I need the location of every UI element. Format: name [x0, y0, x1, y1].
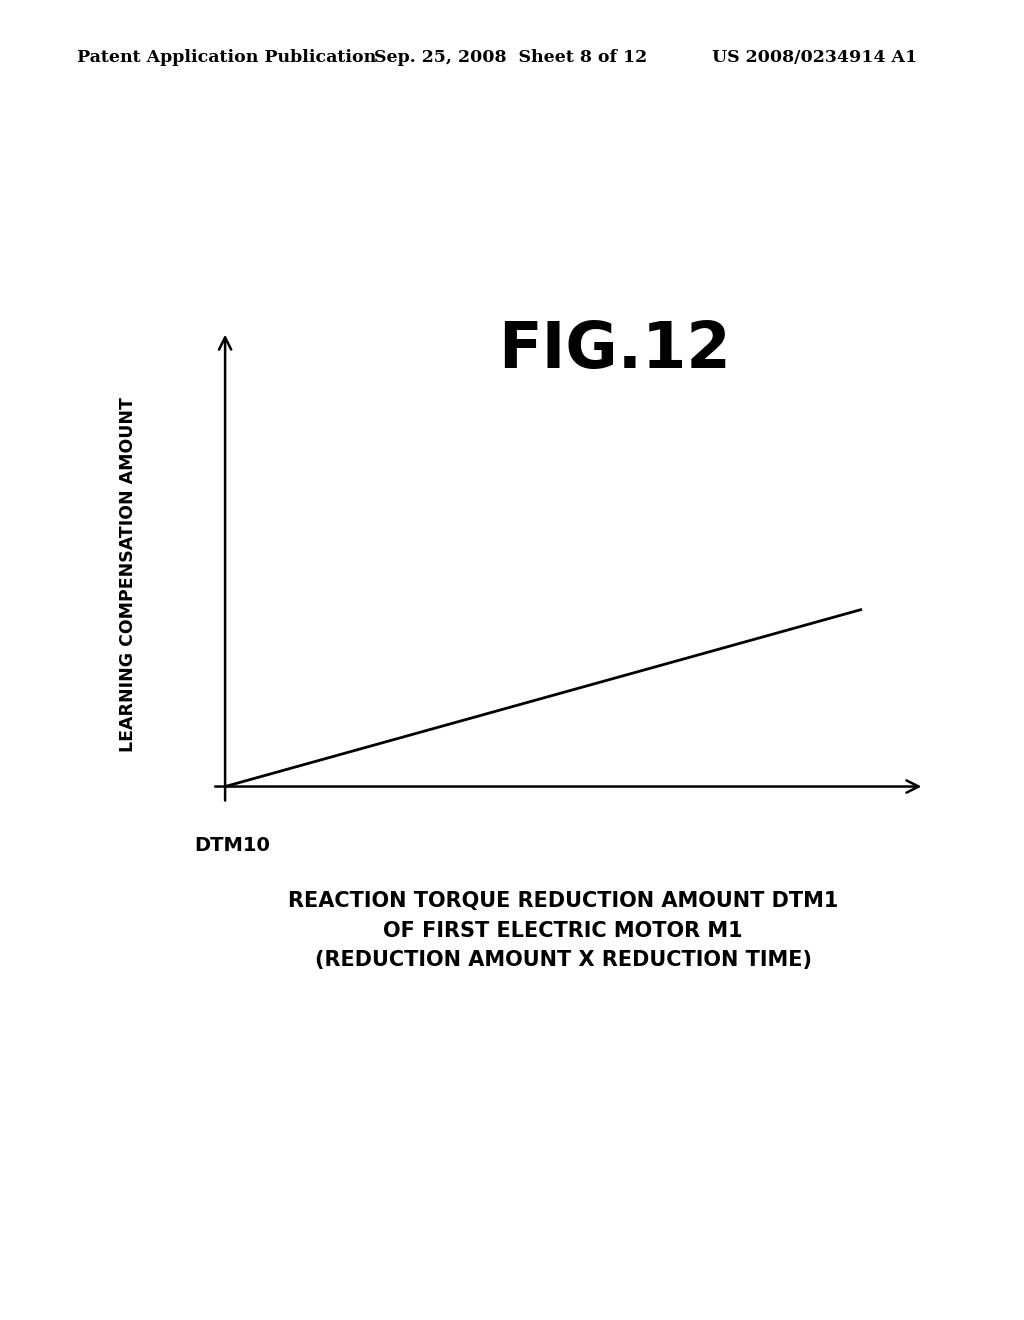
Text: LEARNING COMPENSATION AMOUNT: LEARNING COMPENSATION AMOUNT — [119, 397, 137, 751]
Text: FIG.12: FIG.12 — [498, 319, 731, 380]
Text: US 2008/0234914 A1: US 2008/0234914 A1 — [712, 49, 916, 66]
Text: Patent Application Publication: Patent Application Publication — [77, 49, 376, 66]
Text: REACTION TORQUE REDUCTION AMOUNT DTM1
OF FIRST ELECTRIC MOTOR M1
(REDUCTION AMOU: REACTION TORQUE REDUCTION AMOUNT DTM1 OF… — [288, 891, 839, 970]
Text: DTM10: DTM10 — [195, 836, 270, 854]
Text: Sep. 25, 2008  Sheet 8 of 12: Sep. 25, 2008 Sheet 8 of 12 — [374, 49, 647, 66]
